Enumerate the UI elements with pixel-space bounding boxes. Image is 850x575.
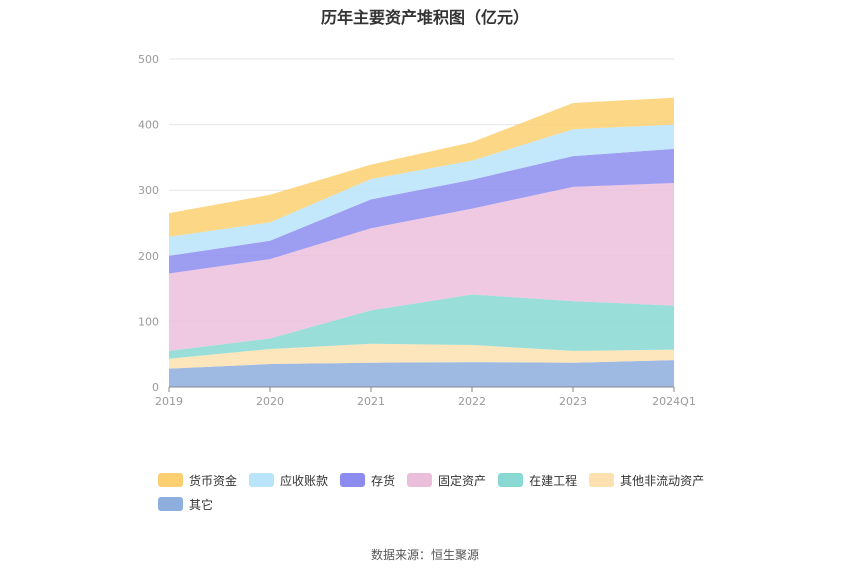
legend-label: 货币资金 xyxy=(189,473,238,488)
legend-swatch xyxy=(589,473,615,487)
legend-item[interactable]: 存货 xyxy=(340,472,395,488)
axes: 0 100 200 300 400 500 2019 2020 2021 2022 2023 2024… xyxy=(138,53,696,408)
area-series-在建工程[interactable] xyxy=(169,294,674,359)
legend-swatch xyxy=(407,473,433,487)
area-series-其他非流动资产[interactable] xyxy=(169,343,674,369)
area-series-其它[interactable] xyxy=(169,360,674,387)
legend-item[interactable]: 其它 xyxy=(158,496,213,512)
legend-swatch xyxy=(158,497,183,511)
legend-swatch xyxy=(498,473,524,487)
legend-label: 其它 xyxy=(189,497,214,512)
y-tick-label: 400 xyxy=(138,119,159,132)
area-series-固定资产[interactable] xyxy=(169,182,674,351)
data-source: 数据来源：恒生聚源 xyxy=(370,548,479,562)
chart-title: 历年主要资产堆积图（亿元） xyxy=(320,8,529,27)
stacked-area-chart: 0 100 200 300 400 500 2019 2020 2021 2022 2023 2024… xyxy=(138,53,696,408)
y-tick-label: 100 xyxy=(138,315,159,328)
area-series-layer xyxy=(169,97,674,387)
legend-swatch xyxy=(158,473,183,487)
x-tick-label: 2021 xyxy=(357,395,385,408)
y-tick-label: 300 xyxy=(138,184,159,197)
legend-swatch xyxy=(340,473,366,487)
y-tick-label: 0 xyxy=(152,381,159,394)
area-series-货币资金[interactable] xyxy=(169,97,674,237)
legend-label: 其他非流动资产 xyxy=(620,473,705,488)
y-tick-label: 500 xyxy=(138,53,159,66)
legend-item[interactable]: 应收账款 xyxy=(249,472,328,488)
area-series-存货[interactable] xyxy=(169,148,674,274)
area-series-应收账款[interactable] xyxy=(169,124,674,256)
x-tick-label: 2019 xyxy=(155,395,183,408)
legend-label: 固定资产 xyxy=(438,473,487,488)
legend: 货币资金 应收账款 存货 固定资产 在建工程 其他非流动资产其它 xyxy=(158,472,718,520)
x-tick-label: 2022 xyxy=(458,395,486,408)
legend-swatch xyxy=(249,473,275,487)
x-tick-label: 2020 xyxy=(256,395,284,408)
x-tick-label: 2024Q1 xyxy=(652,395,696,408)
legend-label: 在建工程 xyxy=(529,473,578,488)
legend-item[interactable]: 货币资金 xyxy=(158,472,237,488)
legend-label: 存货 xyxy=(371,473,396,488)
y-tick-label: 200 xyxy=(138,250,159,263)
legend-item[interactable]: 在建工程 xyxy=(498,472,577,488)
legend-item[interactable]: 其他非流动资产 xyxy=(589,472,704,488)
legend-label: 应收账款 xyxy=(280,473,329,488)
legend-item[interactable]: 固定资产 xyxy=(407,472,486,488)
x-tick-label: 2023 xyxy=(559,395,587,408)
